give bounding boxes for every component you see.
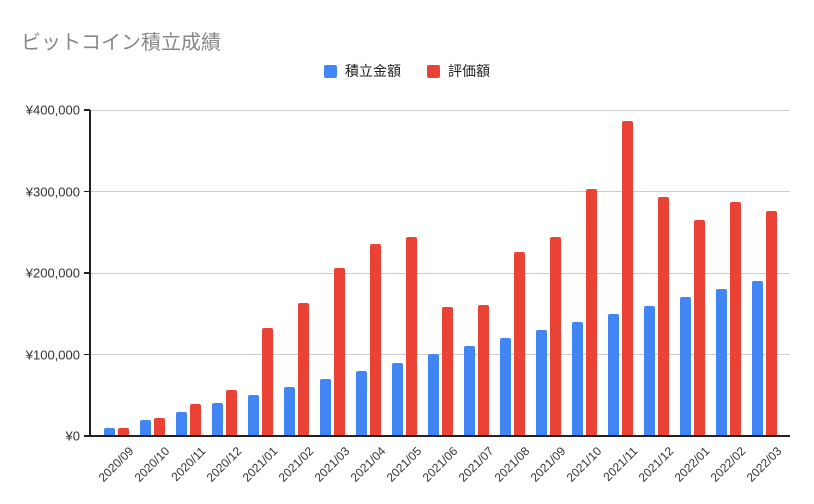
bar-hyoukagaku-2020/12 [225,390,237,436]
bar-tsumitate-2021/03 [319,379,331,436]
gridline [90,272,790,274]
legend-swatch-blue [324,64,337,78]
y-axis-tick [84,272,90,274]
x-axis-label: 2021/07 [455,444,496,485]
bar-tsumitate-2022/03 [751,281,763,436]
y-axis-tick [84,353,90,356]
bar-tsumitate-2021/08 [499,338,511,436]
y-axis-tick [84,435,90,437]
legend-item-tsumitate: 積立金額 [324,61,401,81]
bar-hyoukagaku-2021/03 [333,268,345,436]
gridline [90,354,790,355]
bar-hyoukagaku-2020/09 [117,428,129,436]
x-axis-label: 2022/01 [671,444,712,485]
bar-tsumitate-2021/11 [607,314,619,436]
bar-hyoukagaku-2021/05 [405,237,417,436]
x-axis-label: 2021/04 [347,444,388,485]
x-axis-label: 2021/12 [635,444,676,485]
x-axis-label: 2021/02 [275,444,316,485]
bar-hyoukagaku-2020/10 [153,418,165,436]
x-axis-label: 2021/06 [419,444,460,485]
bar-tsumitate-2021/02 [283,387,295,436]
bar-tsumitate-2021/10 [571,322,583,436]
x-axis-label: 2021/11 [599,444,640,484]
x-axis-label: 2020/12 [203,444,244,485]
legend-swatch-red [427,64,440,78]
x-axis-label: 2020/09 [95,444,136,485]
y-axis-label: ¥300,000 [25,184,80,199]
gridline [90,191,790,192]
legend-label-hyoukagaku: 評価額 [448,63,490,79]
bar-hyoukagaku-2021/10 [585,189,597,436]
y-axis-label: ¥200,000 [25,265,80,281]
bar-tsumitate-2021/12 [643,306,655,436]
y-axis-tick [84,109,90,111]
y-axis-label: ¥100,000 [25,347,80,362]
bar-hyoukagaku-2021/08 [513,252,525,436]
bar-hyoukagaku-2021/06 [441,307,453,436]
x-axis-label: 2020/11 [167,444,208,484]
x-axis-label: 2021/03 [311,444,352,485]
x-axis-label: 2021/10 [563,444,604,485]
bar-hyoukagaku-2022/01 [693,220,705,436]
bar-tsumitate-2020/12 [211,403,223,436]
bar-tsumitate-2020/10 [139,420,151,436]
x-axis-label: 2020/10 [131,444,172,485]
bar-tsumitate-2021/04 [355,371,367,436]
x-axis-label: 2022/03 [743,444,784,485]
chart-title: ビットコイン積立成績 [21,32,221,54]
bar-hyoukagaku-2021/12 [657,197,669,436]
bar-tsumitate-2022/02 [715,289,727,436]
bar-tsumitate-2022/01 [679,297,691,436]
y-axis-tick [84,190,90,193]
x-axis-label: 2022/02 [707,444,748,485]
y-axis-line [89,110,91,436]
bar-hyoukagaku-2021/09 [549,237,561,436]
bar-hyoukagaku-2022/02 [729,202,741,436]
bar-tsumitate-2020/09 [103,428,115,436]
legend-item-hyoukagaku: 評価額 [427,61,490,81]
bar-hyoukagaku-2021/04 [369,244,381,436]
x-axis-label: 2021/08 [491,444,532,485]
bar-hyoukagaku-2021/02 [297,303,309,436]
bar-hyoukagaku-2020/11 [189,404,201,436]
x-axis-label: 2021/05 [383,444,424,485]
x-axis-line [90,435,790,437]
x-axis-label: 2021/01 [239,444,280,485]
bar-tsumitate-2020/11 [175,412,187,436]
gridline [90,109,790,111]
y-axis-label: ¥400,000 [25,102,80,118]
bar-tsumitate-2021/01 [247,395,259,436]
legend-label-tsumitate: 積立金額 [345,63,401,79]
y-axis-label: ¥0 [65,428,80,444]
x-axis-label: 2021/09 [527,444,568,485]
bar-tsumitate-2021/07 [463,346,475,436]
bar-hyoukagaku-2021/11 [621,121,633,436]
bar-tsumitate-2021/09 [535,330,547,436]
bar-tsumitate-2021/05 [391,363,403,436]
bar-hyoukagaku-2021/01 [261,328,273,436]
bar-hyoukagaku-2022/03 [765,211,777,436]
chart-legend: 積立金額 評価額 [0,61,814,81]
bar-hyoukagaku-2021/07 [477,305,489,436]
bar-tsumitate-2021/06 [427,354,439,436]
